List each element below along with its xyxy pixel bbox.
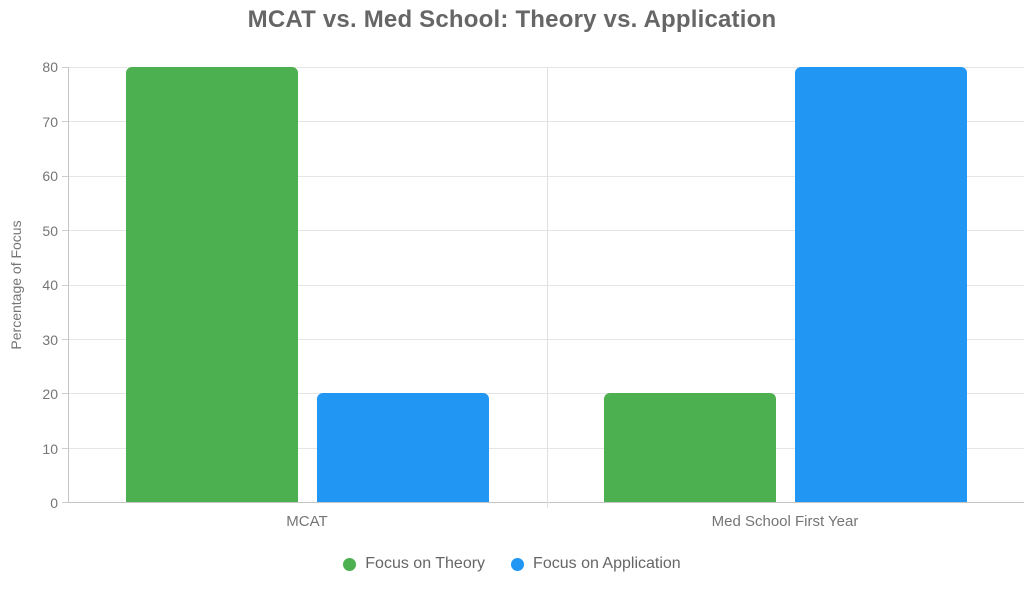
- y-tick-label: 70: [42, 113, 58, 130]
- bar-focus-on-application-mcat[interactable]: [317, 393, 490, 502]
- bar-focus-on-theory-mcat[interactable]: [126, 67, 299, 502]
- category-separator-gridline: [546, 67, 548, 508]
- legend-circle-marker-icon: [343, 557, 357, 571]
- y-tick-mark: [62, 284, 69, 286]
- legend-label: Focus on Theory: [365, 555, 486, 572]
- legend-circle-marker-icon: [511, 557, 525, 571]
- x-category-label: MCAT: [286, 513, 328, 530]
- bar-group-med-school-first-year: [547, 67, 1024, 502]
- bar-focus-on-theory-med-school-first-year[interactable]: [603, 393, 776, 502]
- y-tick-label: 30: [42, 331, 58, 348]
- legend-item-focus-on-application[interactable]: Focus on Application: [511, 555, 681, 573]
- y-tick-mark: [62, 393, 69, 395]
- y-tick-label: 10: [42, 440, 58, 457]
- y-tick-label: 50: [42, 222, 58, 239]
- y-tick-mark: [62, 175, 69, 177]
- y-tick-label: 80: [42, 59, 58, 75]
- y-axis-tick-labels: 0 10 20 30 40 50 60 70 80: [0, 59, 58, 511]
- y-tick-mark: [62, 338, 69, 340]
- y-tick-label: 20: [42, 386, 58, 402]
- y-tick-label: 40: [42, 277, 58, 293]
- y-tick-mark: [62, 447, 69, 449]
- chart-legend: Focus on Theory Focus on Application: [0, 555, 1024, 573]
- x-category-label: Med School First Year: [711, 513, 859, 530]
- y-tick-mark: [62, 67, 69, 68]
- y-tick-mark: [62, 121, 69, 123]
- y-tick-mark: [62, 502, 69, 503]
- legend-label: Focus on Application: [533, 555, 681, 572]
- plot-area: [62, 67, 1024, 508]
- y-tick-mark: [62, 230, 69, 232]
- bar-focus-on-application-med-school-first-year[interactable]: [794, 67, 967, 502]
- chart-title: MCAT vs. Med School: Theory vs. Applicat…: [247, 6, 777, 33]
- y-tick-label: 0: [50, 495, 58, 511]
- legend-item-focus-on-theory[interactable]: Focus on Theory: [343, 555, 485, 573]
- bar-group-mcat: [69, 67, 547, 502]
- y-tick-label: 60: [42, 168, 58, 184]
- bar-groups: [69, 67, 1024, 502]
- x-axis-labels: MCAT Med School First Year: [68, 513, 1024, 530]
